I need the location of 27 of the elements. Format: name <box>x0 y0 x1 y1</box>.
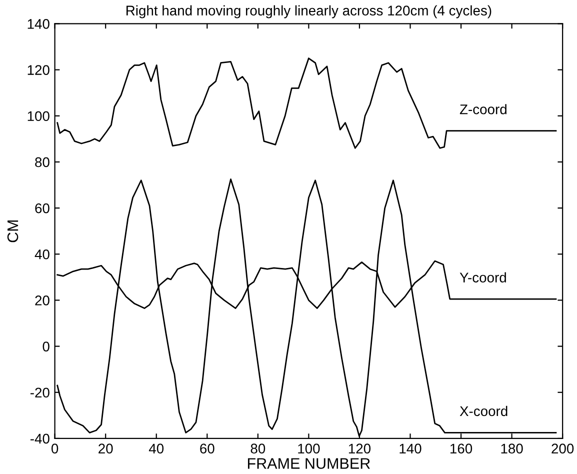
series-label: Z-coord <box>460 104 506 114</box>
x-tick-label: 20 <box>98 444 113 454</box>
y-tick-label: 80 <box>35 157 50 168</box>
y-tick-label: 40 <box>34 249 50 260</box>
series-label: X-coord <box>460 406 508 416</box>
y-axis-title: CM <box>7 220 18 242</box>
x-tick-label: 120 <box>348 444 371 454</box>
y-tick-label: 140 <box>28 19 50 29</box>
x-axis-title: FRAME NUMBER <box>248 458 370 469</box>
chart-title: Right hand moving roughly linearly across 120cm (4 cycles) <box>126 5 492 18</box>
x-tick-label: 100 <box>298 444 320 454</box>
y-tick-label: -40 <box>30 434 50 444</box>
y-tick-label: 120 <box>28 65 50 75</box>
y-tick-label: 0 <box>42 342 50 352</box>
x-tick-label: 0 <box>51 444 58 454</box>
y-tick-label: -20 <box>30 388 50 398</box>
x-tick-label: 180 <box>501 444 523 454</box>
x-tick-label: 40 <box>148 444 164 454</box>
y-tick-label: 60 <box>35 203 50 214</box>
x-tick-label: 200 <box>552 444 574 454</box>
y-tick-label: 20 <box>35 296 50 306</box>
y-tick-label: 100 <box>28 111 50 122</box>
x-tick-label: 60 <box>200 444 214 454</box>
x-tick-label: 160 <box>450 444 472 454</box>
x-tick-label: 140 <box>400 444 422 454</box>
series-label: Y-coord <box>460 272 506 282</box>
x-tick-label: 80 <box>250 444 266 454</box>
